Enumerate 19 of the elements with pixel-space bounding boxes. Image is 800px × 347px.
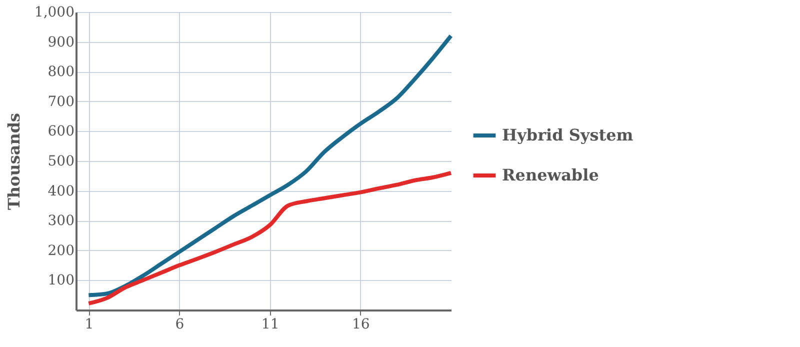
y-tick-label: 100 <box>48 272 74 289</box>
x-tick-label: 1 <box>84 316 94 332</box>
y-tick-label: 600 <box>48 124 74 140</box>
y-tick-label: 900 <box>48 34 74 50</box>
y-tick-label: 700 <box>48 94 74 110</box>
line-series <box>86 34 453 298</box>
y-tick-label: 300 <box>48 213 74 230</box>
y-tick-label: 800 <box>48 64 74 80</box>
legend-label: Hybrid System <box>502 126 634 144</box>
x-tick-label: 6 <box>175 316 184 332</box>
x-tick-label: 11 <box>261 316 280 332</box>
y-tick-label: 400 <box>48 183 74 200</box>
y-tick-label: 200 <box>48 242 74 259</box>
x-tick-label: 16 <box>352 316 370 332</box>
y-tick-label: 500 <box>48 154 74 170</box>
y-axis-title: Thousands <box>4 112 24 210</box>
y-tick-label: 1,000 <box>34 4 74 20</box>
legend-label: Renewable <box>502 166 599 184</box>
line-series <box>86 170 453 306</box>
